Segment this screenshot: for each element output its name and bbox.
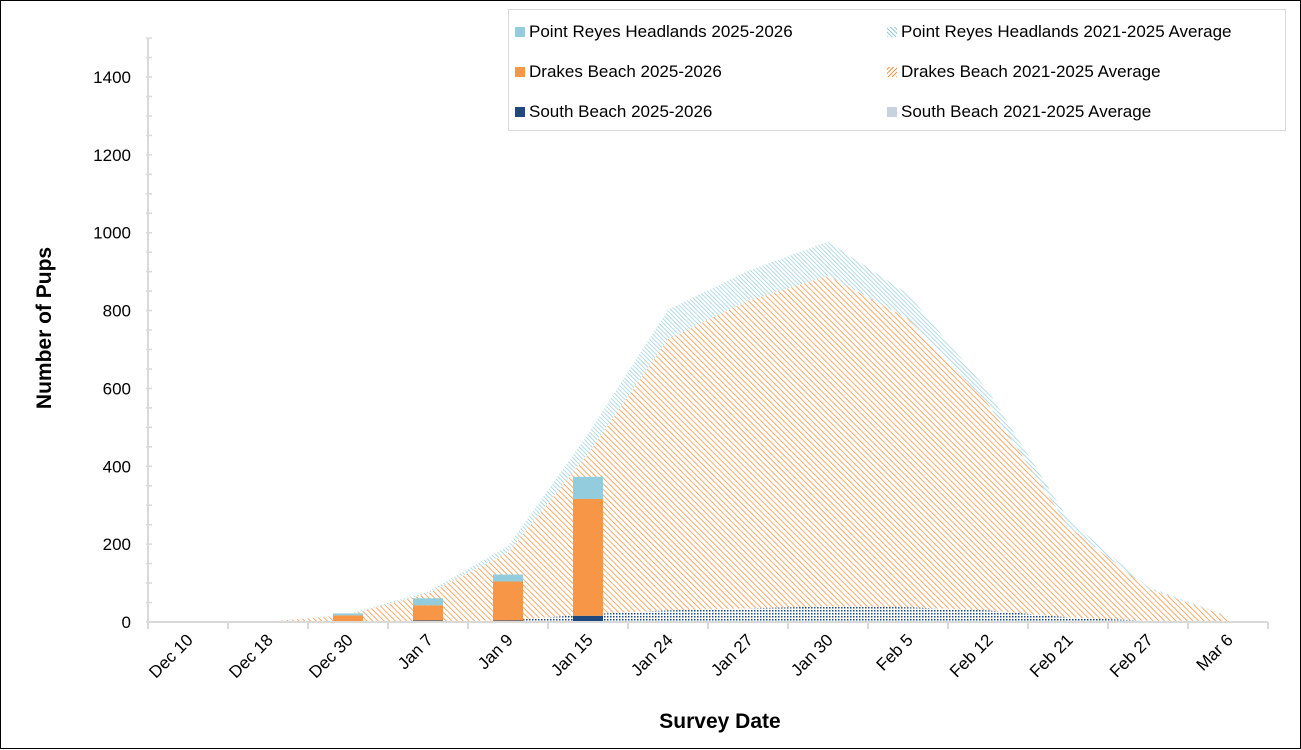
bar-segment bbox=[573, 476, 603, 499]
hatched-square-icon bbox=[887, 67, 897, 77]
y-tick-label: 200 bbox=[103, 535, 131, 554]
y-tick-label: 400 bbox=[103, 457, 131, 476]
bar-segment bbox=[413, 598, 443, 606]
x-axis-title: Survey Date bbox=[659, 710, 780, 733]
legend-label: Point Reyes Headlands 2021-2025 Average bbox=[901, 22, 1232, 41]
x-axis-ticks: Dec 10 Dec 18 Dec 30 Jan 7 Jan 9 Jan 15 Jan 24… bbox=[145, 622, 1269, 682]
legend-label: Point Reyes Headlands 2025-2026 bbox=[529, 22, 793, 41]
x-tick-label: Jan 24 bbox=[627, 630, 677, 680]
y-axis-ticks: 0 200 400 600 800 1000 1200 1400 bbox=[93, 37, 152, 632]
y-tick-label: 600 bbox=[103, 379, 131, 398]
legend-item-south-2025: South Beach 2025-2026 bbox=[515, 102, 712, 122]
bar-segment bbox=[333, 613, 363, 616]
legend-item-south-average: South Beach 2021-2025 Average bbox=[887, 102, 1151, 122]
dotted-square-icon bbox=[887, 107, 897, 117]
bar-segment bbox=[493, 581, 523, 621]
bar-segment bbox=[413, 605, 443, 621]
x-tick-label: Mar 6 bbox=[1193, 630, 1237, 674]
legend-item-prh-average: Point Reyes Headlands 2021-2025 Average bbox=[887, 22, 1231, 42]
x-tick-label: Jan 15 bbox=[547, 630, 597, 680]
x-tick-label: Jan 27 bbox=[707, 630, 757, 680]
solid-square-icon bbox=[515, 107, 525, 117]
x-tick-label: Feb 21 bbox=[1026, 630, 1077, 681]
legend-label: Drakes Beach 2021-2025 Average bbox=[901, 62, 1161, 81]
bar-segment bbox=[333, 615, 363, 622]
y-tick-label: 0 bbox=[122, 613, 131, 632]
south-beach-average-area bbox=[188, 606, 1228, 622]
bar-segment bbox=[573, 498, 603, 616]
y-tick-label: 1400 bbox=[93, 68, 131, 87]
legend-item-drakes-2025: Drakes Beach 2025-2026 bbox=[515, 62, 722, 82]
solid-square-icon bbox=[515, 27, 525, 37]
y-tick-label: 800 bbox=[103, 302, 131, 321]
x-tick-label: Jan 7 bbox=[394, 630, 437, 673]
x-tick-label: Dec 18 bbox=[225, 630, 277, 682]
y-tick-label: 1000 bbox=[93, 224, 131, 243]
x-tick-label: Feb 5 bbox=[873, 630, 917, 674]
hatched-square-icon bbox=[887, 27, 897, 37]
drakes-beach-average-area bbox=[188, 275, 1228, 622]
legend-label: Drakes Beach 2025-2026 bbox=[529, 62, 722, 81]
point-reyes-headlands-average-area bbox=[188, 241, 1228, 623]
legend-label: South Beach 2021-2025 Average bbox=[901, 102, 1152, 121]
legend: Point Reyes Headlands 2025-2026 Point Re… bbox=[508, 9, 1286, 131]
y-tick-label: 1200 bbox=[93, 146, 131, 165]
y-axis-title: Number of Pups bbox=[33, 247, 56, 409]
legend-item-drakes-average: Drakes Beach 2021-2025 Average bbox=[887, 62, 1161, 82]
x-tick-label: Dec 30 bbox=[305, 630, 357, 682]
solid-square-icon bbox=[515, 67, 525, 77]
legend-item-prh-2025: Point Reyes Headlands 2025-2026 bbox=[515, 22, 793, 42]
bar-segment bbox=[493, 574, 523, 582]
x-tick-label: Feb 27 bbox=[1106, 630, 1157, 681]
legend-label: South Beach 2025-2026 bbox=[529, 102, 713, 121]
x-tick-label: Dec 10 bbox=[145, 630, 197, 682]
x-tick-label: Jan 30 bbox=[787, 630, 837, 680]
bar-segment bbox=[573, 615, 603, 622]
x-tick-label: Jan 9 bbox=[474, 630, 517, 673]
x-tick-label: Feb 12 bbox=[946, 630, 997, 681]
average-areas bbox=[188, 241, 1228, 623]
